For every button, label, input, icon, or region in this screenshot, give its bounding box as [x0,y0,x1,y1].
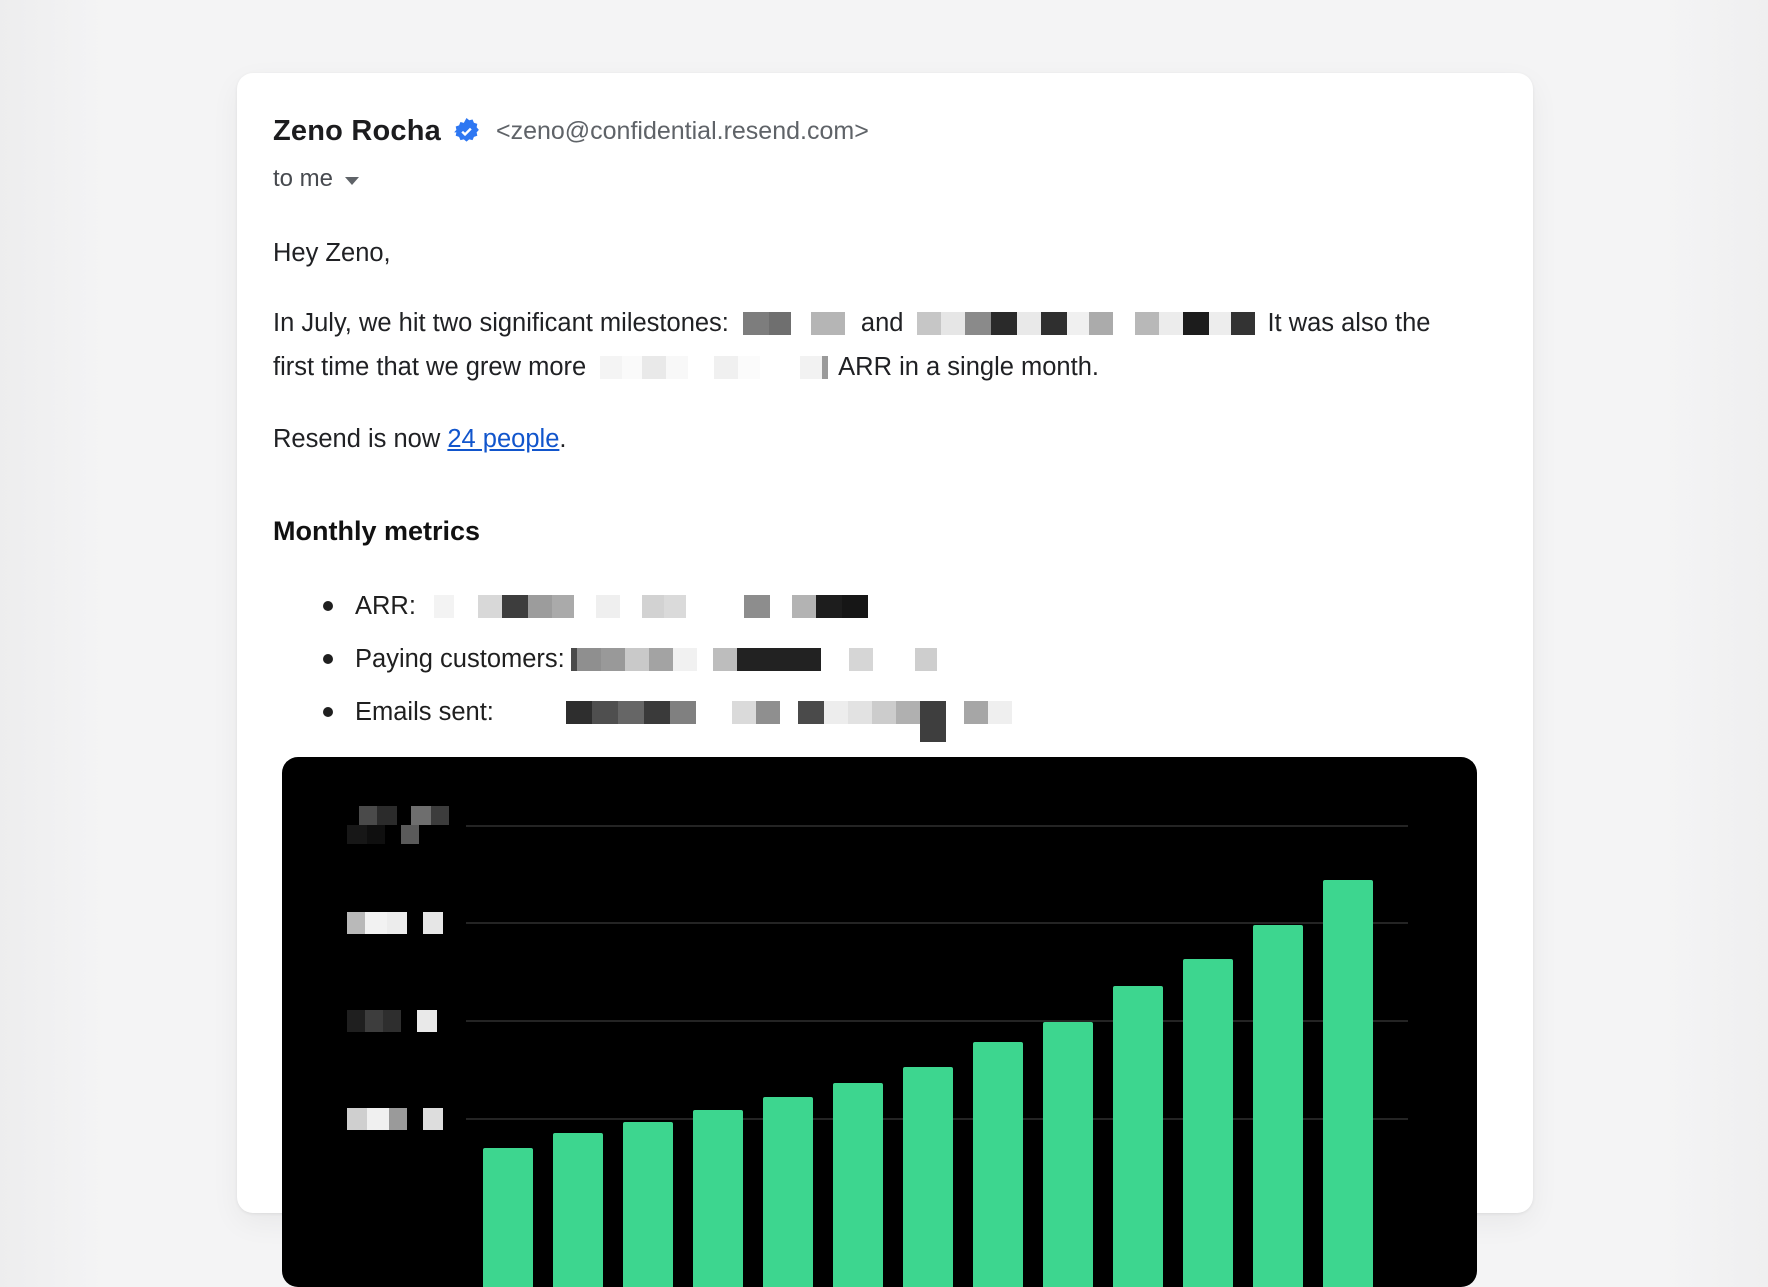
paragraph-milestones-line1: In July, we hit two significant mileston… [273,309,1431,337]
sender-header: Zeno Rocha <zeno@confidential.resend.com… [273,115,869,148]
redacted-growth-amount [600,356,829,379]
paying-customers-label: Paying customers: [355,644,565,673]
redacted-y-axis-label-2 [347,912,443,934]
chart-bars [282,757,1477,1287]
redacted-paying-customers-value [570,647,937,671]
sender-email: <zeno@confidential.resend.com> [495,117,869,145]
redacted-milestone-2 [917,312,1256,335]
greeting-text: Hey Zeno, [273,239,391,267]
recipient-label: to me [273,165,334,192]
growth-bar-chart [282,757,1477,1287]
bullet-icon [323,654,333,664]
redacted-milestone-1 [742,312,845,335]
people-count-link[interactable]: 24 people [447,425,560,453]
email-card: Zeno Rocha <zeno@confidential.resend.com… [237,73,1533,1287]
sender-name: Zeno Rocha [273,115,441,147]
redacted-y-axis-label-4 [347,1108,443,1130]
redacted-y-axis-label-3 [347,1010,437,1032]
redacted-arr-value [433,594,868,618]
paragraph-milestones-line2: first time that we grew more ARR in a sin… [273,353,1099,381]
bullet-icon [323,601,333,611]
verified-badge-icon [454,118,479,142]
list-item-paying-customers: Paying customers: [323,644,937,674]
paragraph-headcount: Resend is now 24 people. [273,425,567,453]
bullet-icon [323,707,333,717]
recipient-dropdown[interactable]: to me [273,165,360,193]
redacted-emails-sent-value [565,700,1012,742]
metrics-heading: Monthly metrics [273,516,481,546]
emails-sent-label: Emails sent: [355,697,494,726]
list-item-emails-sent: Emails sent: [323,697,1012,742]
arr-label: ARR: [355,591,416,620]
chevron-down-icon [345,177,360,185]
list-item-arr: ARR: [323,591,868,621]
redacted-y-axis-label-1 [347,806,449,844]
paragraph-milestones: In July, we hit two significant mileston… [273,301,1430,389]
